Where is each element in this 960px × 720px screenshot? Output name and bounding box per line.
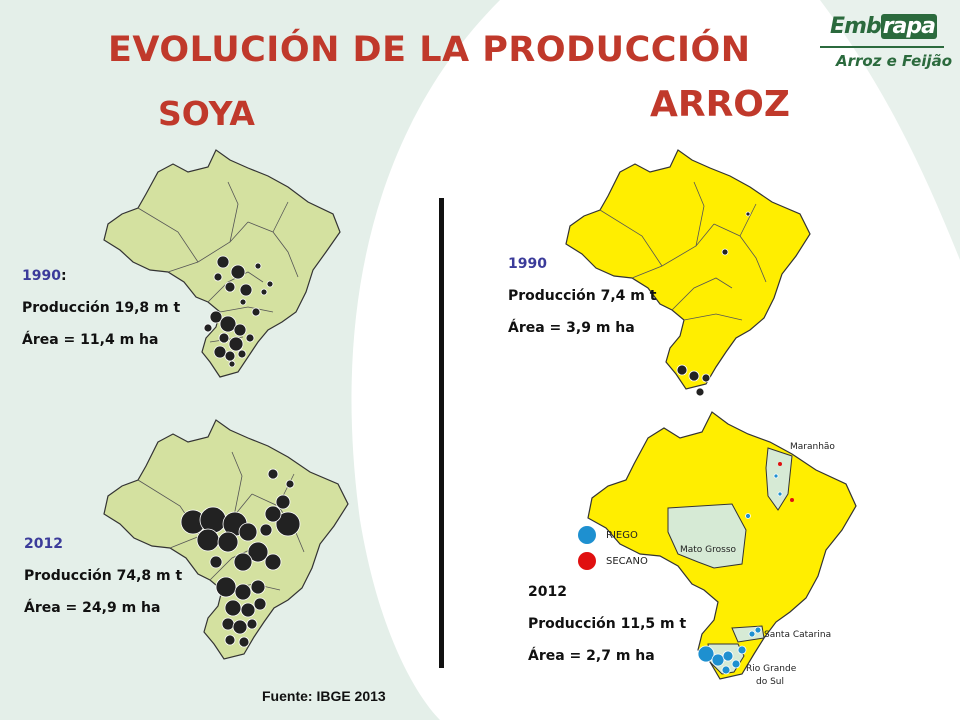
logo-wordmark: Embrapa bbox=[830, 14, 937, 39]
arroz-1990-area: Área = 3,9 m ha bbox=[508, 320, 635, 336]
label-rio-grande: Rio Grande bbox=[746, 664, 797, 674]
logo-subtitle: Arroz e Feijão bbox=[836, 52, 953, 70]
arroz-2012-stats: 2012 Producción 11,5 m t Área = 2,7 m ha bbox=[528, 584, 686, 680]
soya-2012-map bbox=[103, 419, 349, 660]
arroz-heading: ARROZ bbox=[650, 84, 791, 125]
label-do-sul: do Sul bbox=[756, 677, 784, 687]
arroz-1990-stats: 1990 Producción 7,4 m t Área = 3,9 m ha bbox=[508, 256, 656, 352]
soya-2012-production: Producción 74,8 m t bbox=[24, 568, 183, 584]
legend-riego: RIEGO bbox=[578, 526, 638, 544]
riego-dot-icon bbox=[578, 526, 596, 544]
logo-wordmark-a: Emb bbox=[830, 14, 882, 39]
arroz-2012-area: Área = 2,7 m ha bbox=[528, 648, 655, 664]
soya-1990-stats: 1990: Producción 19,8 m t Área = 11,4 m … bbox=[22, 268, 180, 364]
embrapa-logo: Embrapa Arroz e Feijão bbox=[816, 10, 952, 78]
vertical-divider bbox=[439, 198, 444, 668]
secano-dot-icon bbox=[578, 552, 596, 570]
slide-title: EVOLUCIÓN DE LA PRODUCCIÓN bbox=[108, 30, 751, 70]
logo-divider bbox=[820, 46, 944, 48]
soya-heading: SOYA bbox=[158, 94, 255, 133]
soya-1990-year: 1990 bbox=[22, 268, 61, 284]
soya-1990-area: Área = 11,4 m ha bbox=[22, 332, 159, 348]
label-maranhao: Maranhão bbox=[790, 442, 835, 452]
source-note: Fuente: IBGE 2013 bbox=[262, 688, 386, 704]
logo-wordmark-b: rapa bbox=[880, 14, 937, 39]
soya-2012-stats: 2012 Producción 74,8 m t Área = 24,9 m h… bbox=[24, 536, 182, 632]
label-mato-grosso: Mato Grosso bbox=[680, 545, 737, 555]
soya-1990-map bbox=[103, 149, 341, 378]
arroz-1990-year: 1990 bbox=[508, 256, 547, 272]
soya-2012-year: 2012 bbox=[24, 536, 63, 552]
arroz-1990-production: Producción 7,4 m t bbox=[508, 288, 657, 304]
arroz-1990-map bbox=[565, 149, 811, 397]
arroz-2012-map bbox=[587, 411, 857, 680]
soya-1990-colon: : bbox=[60, 268, 67, 284]
arroz-2012-production: Producción 11,5 m t bbox=[528, 616, 687, 632]
legend-riego-label: RIEGO bbox=[606, 529, 638, 541]
label-santa-catarina: Santa Catarina bbox=[764, 630, 832, 640]
soya-2012-area: Área = 24,9 m ha bbox=[24, 600, 161, 616]
legend-secano-label: SECANO bbox=[606, 555, 648, 567]
arroz-2012-year: 2012 bbox=[528, 584, 567, 600]
legend-secano: SECANO bbox=[578, 552, 648, 570]
soya-1990-production: Producción 19,8 m t bbox=[22, 300, 181, 316]
